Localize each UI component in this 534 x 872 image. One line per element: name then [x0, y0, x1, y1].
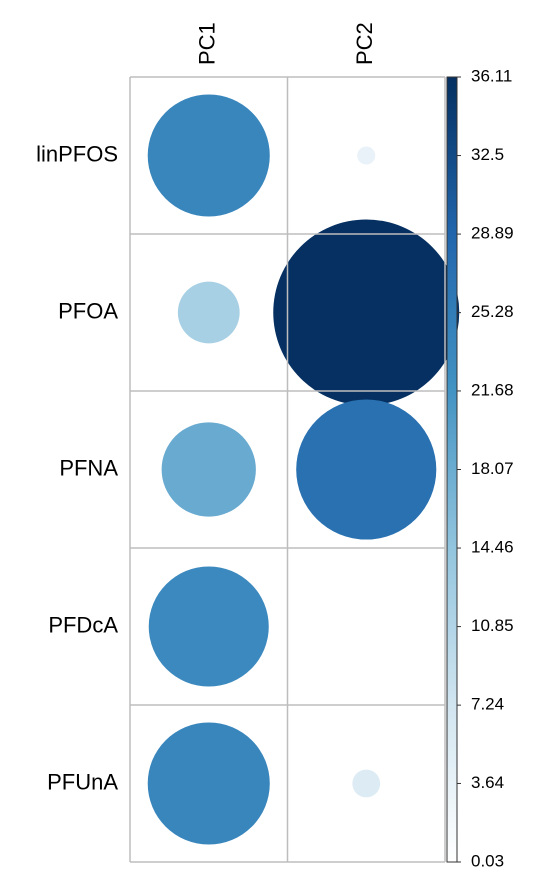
row-label: PFOA: [58, 298, 118, 323]
colorbar-tick-label: 25.28: [471, 302, 514, 321]
bubble: [273, 219, 460, 406]
colorbar-tick-label: 18.07: [471, 459, 514, 478]
colorbar: [446, 76, 458, 863]
colorbar-tick-label: 28.89: [471, 224, 514, 243]
bubble: [296, 399, 437, 540]
row-label: PFNA: [59, 455, 118, 480]
row-label: PFUnA: [47, 769, 118, 794]
bubble: [147, 722, 270, 845]
colorbar-tick-label: 0.03: [471, 851, 504, 870]
bubble: [161, 422, 256, 517]
colorbar-tick-label: 36.11: [471, 66, 512, 85]
colorbar-tick-label: 32.5: [471, 145, 504, 164]
colorbar-tick-label: 3.64: [471, 773, 504, 792]
colorbar-tick-label: 14.46: [471, 538, 514, 557]
bubble: [147, 94, 270, 217]
bubble: [352, 769, 381, 798]
bubble: [148, 566, 269, 687]
row-label: linPFOS: [36, 141, 118, 166]
bubble: [357, 146, 376, 165]
colorbar-tick-label: 7.24: [471, 695, 504, 714]
row-label: PFDcA: [48, 612, 118, 637]
column-label: PC1: [195, 22, 220, 65]
bubble: [177, 281, 240, 344]
colorbar-tick-label: 21.68: [471, 380, 514, 399]
column-label: PC2: [352, 22, 377, 65]
colorbar-tick-label: 10.85: [471, 616, 514, 635]
